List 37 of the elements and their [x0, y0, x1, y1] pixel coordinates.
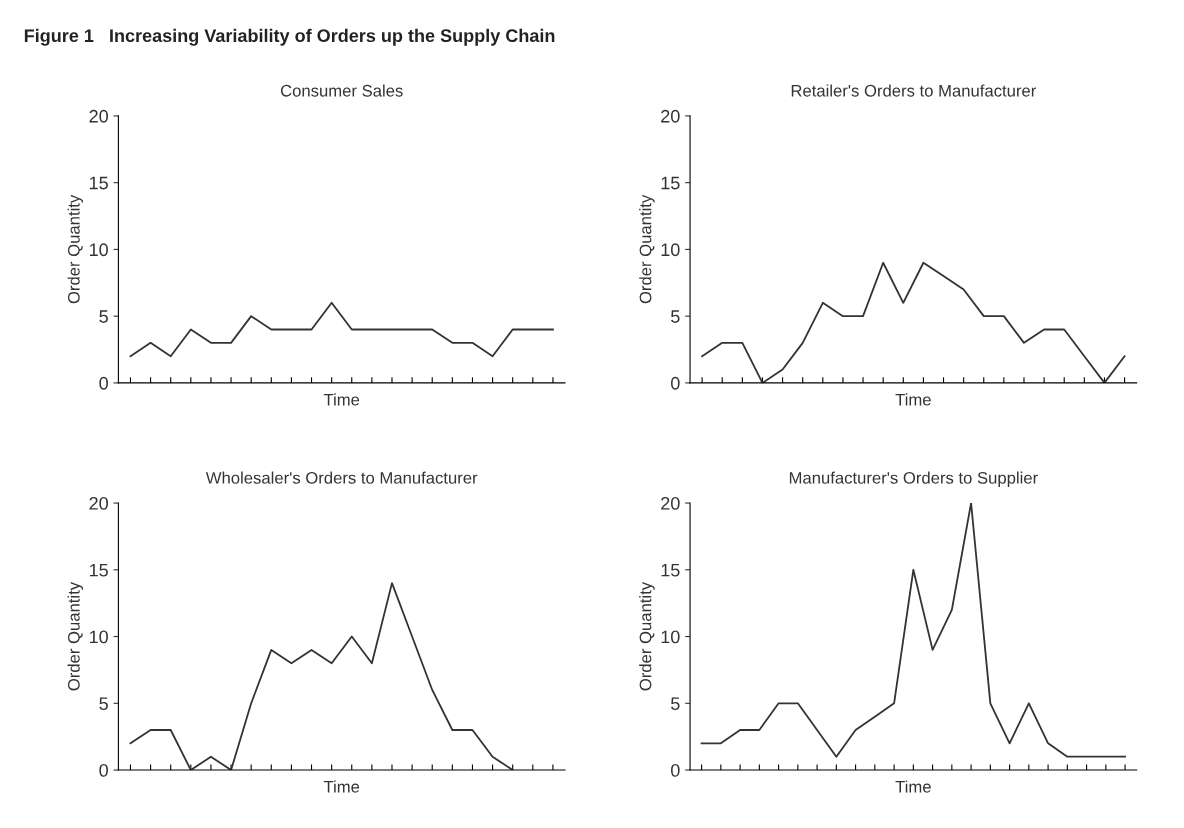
y-axis-title: Order Quantity: [639, 194, 655, 304]
chart-title: Wholesaler's Orders to Manufacturer: [205, 471, 478, 484]
y-tick-label: 5: [671, 697, 680, 711]
y-tick-label: 5: [99, 697, 108, 711]
y-tick-label: 5: [99, 310, 108, 323]
y-tick-label: 20: [89, 109, 108, 123]
line-series: [129, 301, 554, 358]
y-tick-label: 5: [671, 310, 680, 323]
y-tick-label: 10: [89, 243, 108, 257]
y-tick-label: 0: [99, 376, 108, 390]
chart-title: Consumer Sales: [280, 84, 403, 97]
y-tick-label: 20: [89, 496, 108, 510]
line-series: [700, 503, 1126, 758]
y-tick-label: 15: [661, 176, 680, 190]
chart-title: Manufacturer's Orders to Supplier: [789, 471, 1038, 488]
y-tick-label: 20: [661, 109, 680, 123]
x-axis-title: Time: [323, 393, 360, 406]
y-tick-label: 0: [670, 763, 680, 777]
y-tick-label: 10: [89, 630, 108, 644]
line-series: [701, 261, 1126, 383]
y-tick-label: 15: [89, 563, 108, 577]
y-axis-title: Order Quantity: [639, 581, 655, 691]
y-axis-title: Order Quantity: [67, 194, 84, 304]
x-axis-title: Time: [895, 393, 931, 406]
caption: Figure 1 Increasing Variability of Orders up the Supply Chain: [24, 28, 555, 46]
y-tick-label: 15: [661, 563, 680, 577]
y-tick-label: 10: [661, 243, 680, 257]
y-tick-label: 10: [661, 630, 680, 644]
line-series: [129, 582, 514, 771]
y-tick-label: 20: [661, 496, 680, 510]
y-axis-title: Order Quantity: [67, 581, 84, 691]
chart-title: Retailer's Orders to Manufacturer: [791, 84, 1037, 97]
x-axis-title: Time: [323, 780, 360, 793]
y-tick-label: 0: [670, 376, 680, 390]
y-tick-label: 0: [99, 763, 108, 777]
y-tick-label: 15: [89, 176, 108, 190]
x-axis-title: Time: [895, 780, 931, 793]
